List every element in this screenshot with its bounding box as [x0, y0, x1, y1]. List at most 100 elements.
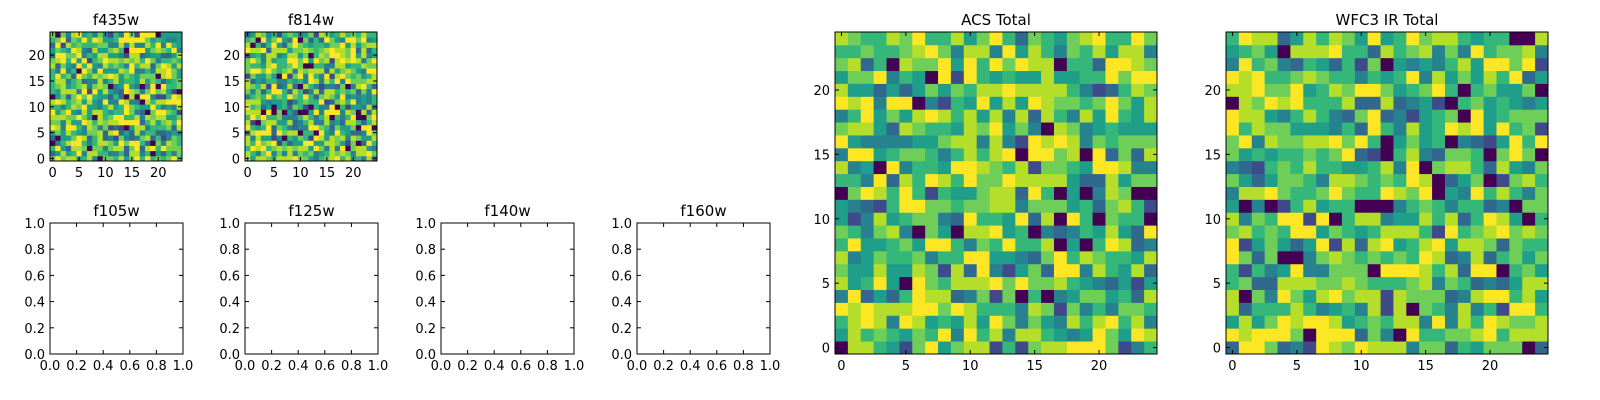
heatmap-cell [1092, 199, 1106, 213]
heatmap-cell [1535, 263, 1549, 278]
heatmap-cell [1303, 212, 1317, 226]
heatmap-cell [1053, 32, 1068, 46]
heatmap-cell [1341, 96, 1356, 110]
heatmap-cell [176, 73, 183, 79]
heatmap-cell [963, 186, 978, 200]
heatmap-cell [1079, 70, 1093, 84]
heatmap-cell [113, 145, 120, 152]
heatmap-cell [155, 135, 162, 141]
heatmap-cell [1303, 250, 1317, 265]
heatmap-cell [1444, 186, 1459, 200]
heatmap-cell [1251, 109, 1266, 123]
heatmap-cell [899, 160, 913, 175]
heatmap-cell [963, 341, 978, 355]
x-tick-label: 10 [1353, 359, 1370, 374]
heatmap-cell [1316, 83, 1330, 97]
heatmap-cell [925, 250, 939, 265]
heatmap-cell [1092, 225, 1106, 239]
heatmap-cell [86, 37, 93, 43]
heatmap-cell [1419, 199, 1433, 213]
y-tick-label: 0.0 [611, 348, 632, 363]
heatmap-cell [139, 130, 146, 136]
heatmap-cell [1419, 315, 1433, 329]
heatmap-cell [81, 150, 88, 157]
heatmap-cell [1522, 57, 1536, 72]
heatmap-cell [81, 155, 88, 162]
heatmap-cell [129, 130, 135, 136]
heatmap-cell [329, 62, 336, 69]
heatmap-cell [1329, 212, 1343, 226]
heatmap-cell [118, 109, 125, 115]
heatmap-cell [60, 37, 67, 43]
heatmap-cell [366, 155, 373, 162]
heatmap-cell [1393, 289, 1407, 303]
heatmap-cell [113, 73, 120, 79]
heatmap-cell [1226, 328, 1240, 342]
heatmap-cell [86, 73, 93, 79]
heatmap-cell [1251, 250, 1266, 265]
heatmap-cell [97, 62, 104, 69]
heatmap-cell [366, 83, 373, 90]
heatmap-cell [55, 114, 61, 121]
heatmap-cell [1251, 83, 1266, 97]
heatmap-cell [1290, 160, 1304, 175]
heatmap-cell [1419, 122, 1433, 136]
heatmap-cell [976, 238, 990, 252]
heatmap-cell [292, 150, 299, 157]
heatmap-cell [287, 135, 293, 141]
heatmap-cell [1354, 263, 1369, 278]
heatmap-cell [97, 104, 104, 110]
heatmap-cell [145, 145, 151, 152]
heatmap-cell [281, 130, 288, 136]
heatmap-cell [976, 186, 990, 200]
heatmap-cell [1354, 302, 1369, 316]
heatmap-cell [1354, 225, 1369, 239]
heatmap-cell [899, 83, 913, 97]
heatmap-cell [102, 52, 109, 59]
heatmap-cell [1277, 238, 1291, 252]
heatmap-cell [1002, 147, 1016, 162]
heatmap-cell [329, 37, 336, 43]
heatmap-cell [989, 135, 1003, 149]
heatmap-cell [55, 150, 61, 157]
x-tick-label: 5 [1293, 359, 1301, 374]
heatmap-cell [266, 119, 272, 126]
heatmap-cell [1444, 96, 1459, 110]
heatmap-cell [1290, 122, 1304, 136]
heatmap-cell [318, 109, 325, 115]
heatmap-cell [92, 37, 98, 43]
heatmap-cell [938, 173, 952, 187]
heatmap-cell [1264, 238, 1278, 252]
heatmap-cell [1444, 44, 1459, 59]
heatmap-cell [925, 83, 939, 97]
heatmap-cell [886, 173, 900, 187]
heatmap-cell [129, 47, 135, 54]
heatmap-cell [123, 57, 130, 64]
heatmap-cell [287, 119, 293, 126]
heatmap-cell [97, 145, 104, 152]
heatmap-cell [1105, 57, 1119, 72]
heatmap-cell [276, 42, 283, 48]
heatmap-cell [899, 109, 913, 123]
heatmap-cell [1105, 173, 1119, 187]
heatmap-cell [350, 135, 357, 141]
heatmap-cell [899, 70, 913, 84]
heatmap-cell [1483, 276, 1497, 290]
heatmap-cell [361, 73, 367, 79]
heatmap-cell [134, 73, 141, 79]
heatmap-cell [171, 104, 178, 110]
heatmap-cell [118, 119, 125, 126]
heatmap-cell [308, 37, 315, 43]
heatmap-cell [50, 42, 56, 48]
heatmap-cell [1393, 276, 1407, 290]
heatmap-cell [308, 99, 315, 105]
heatmap-cell [102, 73, 109, 79]
heatmap-cell [1329, 186, 1343, 200]
heatmap-cell [1303, 96, 1317, 110]
heatmap-cell [1496, 225, 1510, 239]
heatmap-cell [1303, 122, 1317, 136]
heatmap-cell [1496, 160, 1510, 175]
heatmap-cell [1316, 328, 1330, 342]
heatmap-cell [886, 250, 900, 265]
heatmap-cell [86, 42, 93, 48]
